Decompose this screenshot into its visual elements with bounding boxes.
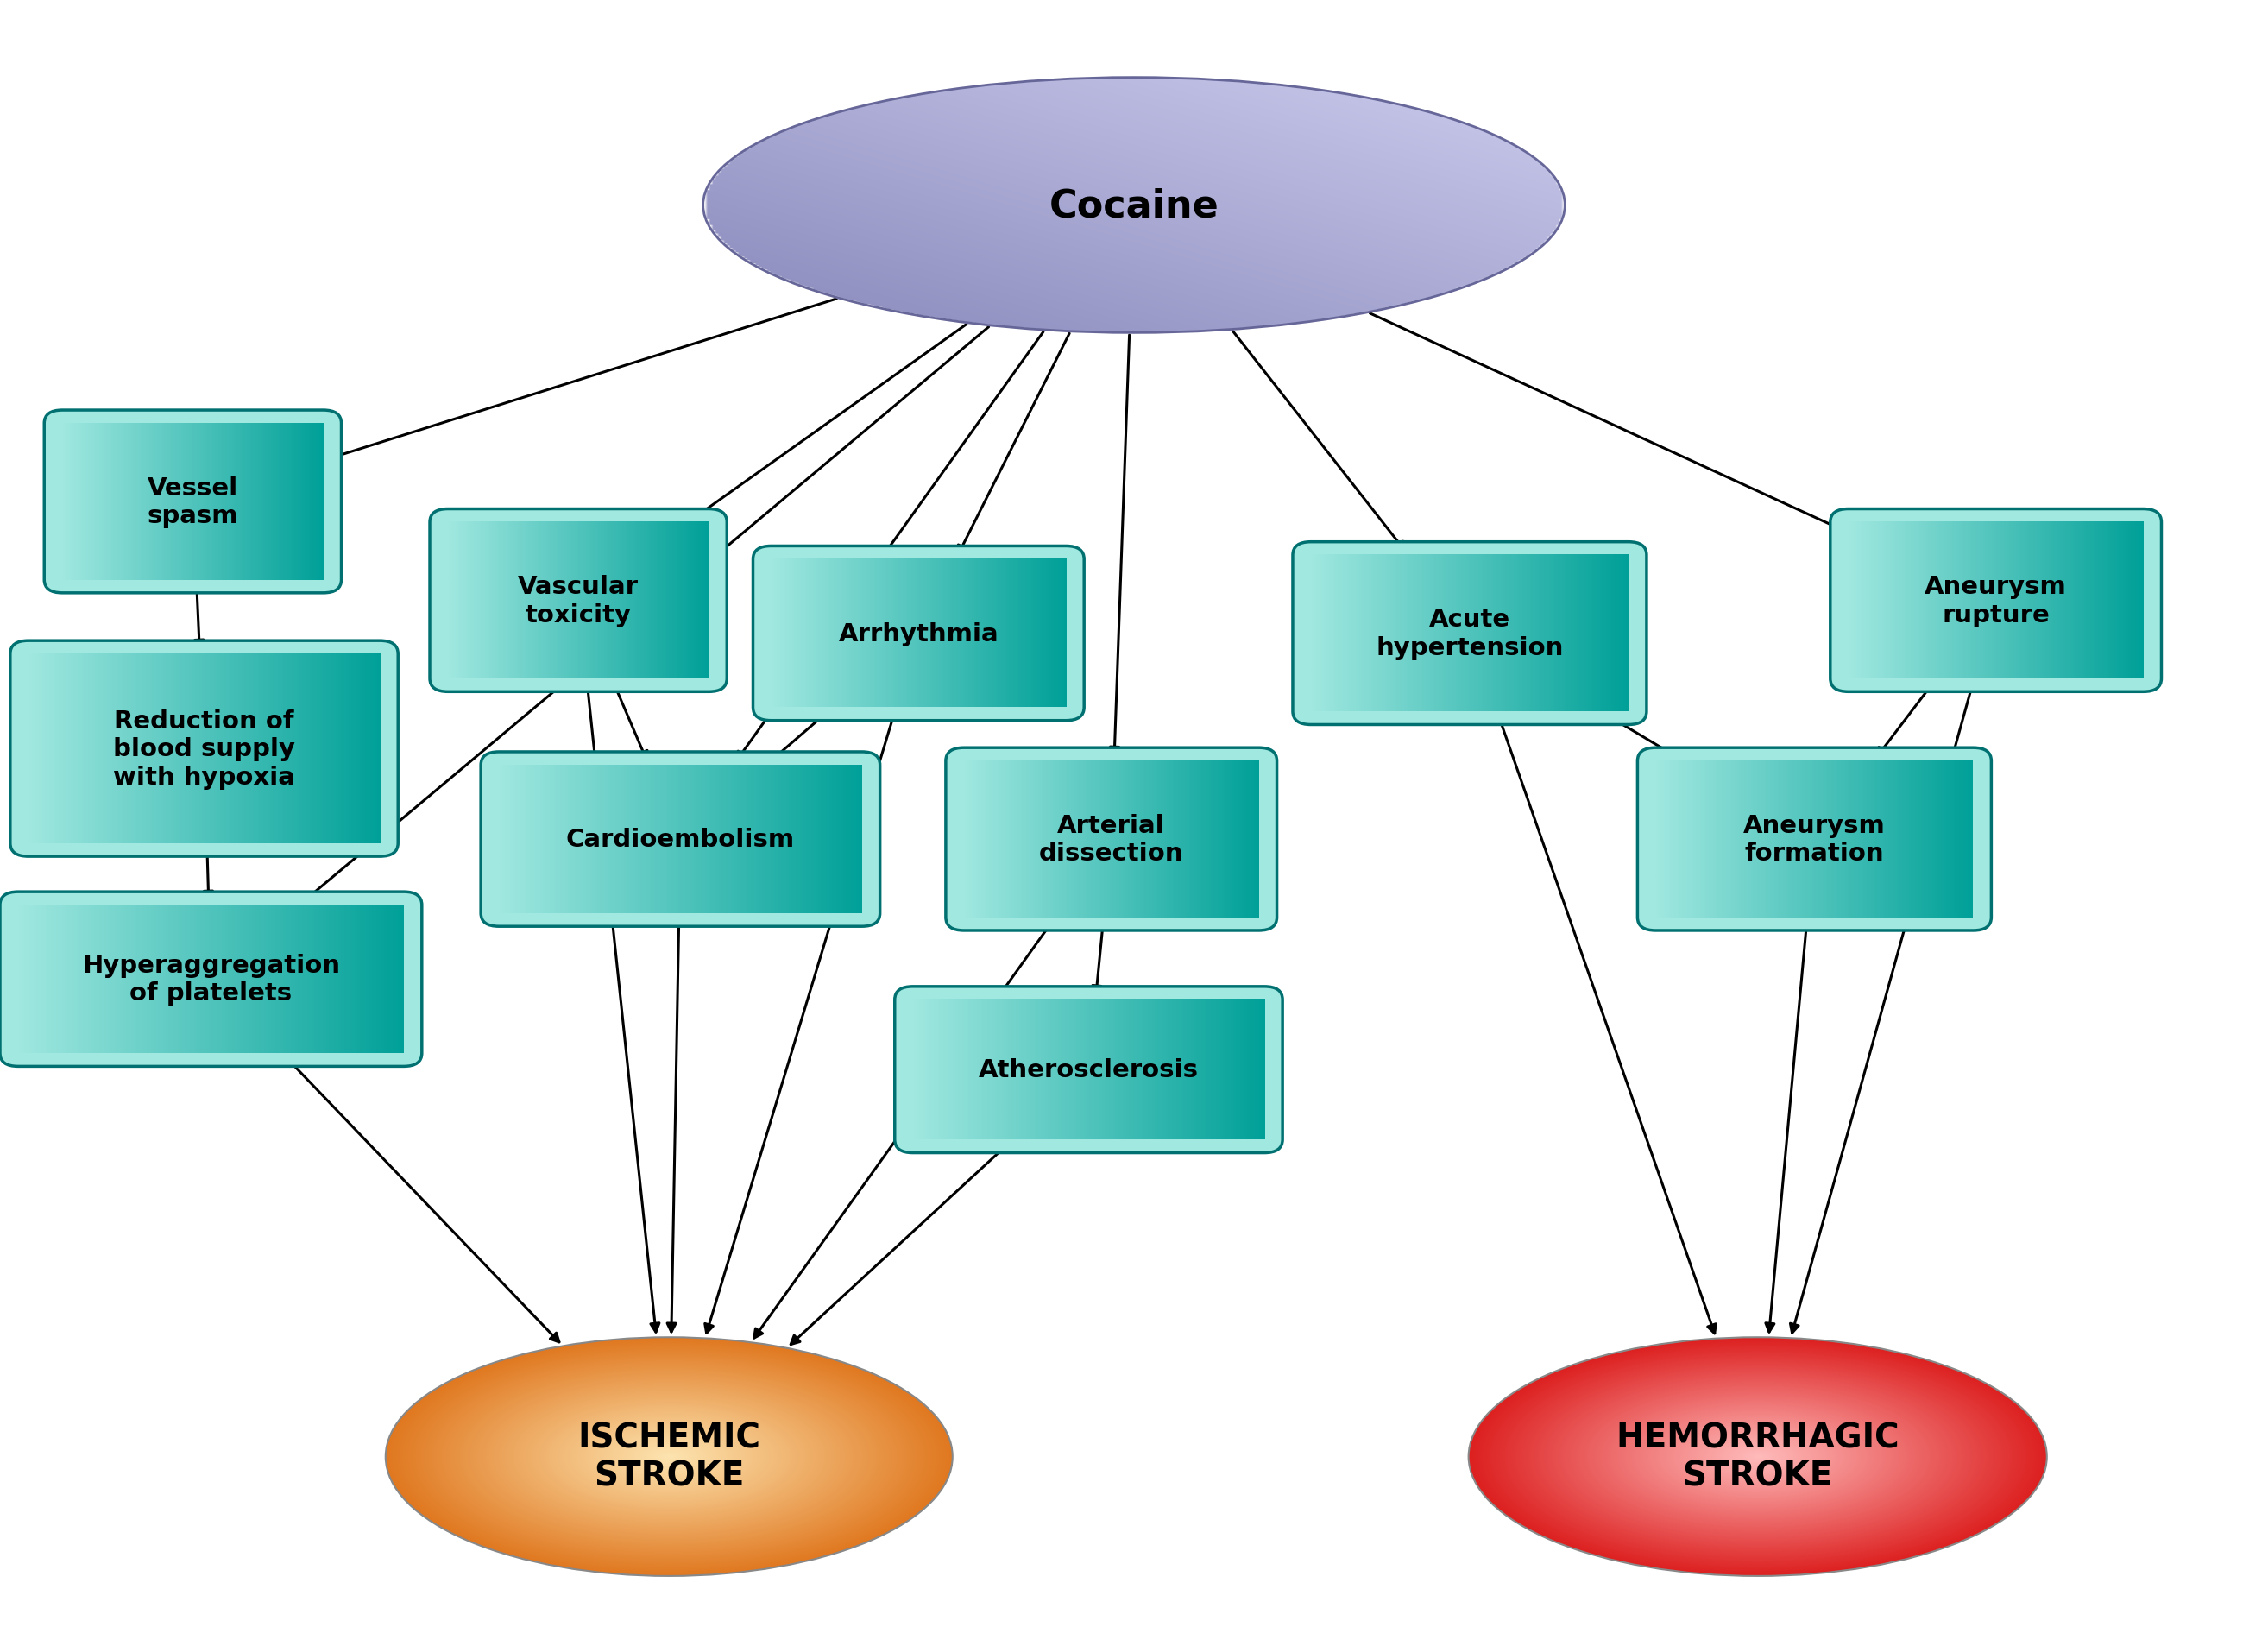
Text: Cocaine: Cocaine — [1050, 188, 1218, 224]
FancyBboxPatch shape — [481, 752, 880, 927]
Text: Arterial
dissection: Arterial dissection — [1039, 813, 1184, 866]
FancyBboxPatch shape — [431, 510, 726, 691]
Text: Reduction of
blood supply
with hypoxia: Reduction of blood supply with hypoxia — [113, 709, 295, 788]
FancyBboxPatch shape — [1637, 747, 1991, 932]
Text: Vascular
toxicity: Vascular toxicity — [517, 574, 640, 627]
FancyBboxPatch shape — [1293, 543, 1647, 724]
Text: Hyperaggregation
of platelets: Hyperaggregation of platelets — [82, 953, 340, 1006]
FancyBboxPatch shape — [753, 546, 1084, 721]
FancyBboxPatch shape — [946, 747, 1277, 932]
FancyBboxPatch shape — [0, 892, 422, 1067]
FancyBboxPatch shape — [894, 988, 1281, 1152]
Text: Vessel
spasm: Vessel spasm — [147, 476, 238, 528]
Text: ISCHEMIC
STROKE: ISCHEMIC STROKE — [578, 1422, 760, 1491]
Text: Acute
hypertension: Acute hypertension — [1377, 607, 1563, 660]
FancyBboxPatch shape — [1830, 510, 2161, 691]
FancyBboxPatch shape — [9, 642, 399, 856]
Text: Aneurysm
formation: Aneurysm formation — [1744, 813, 1885, 866]
Text: Aneurysm
rupture: Aneurysm rupture — [1926, 574, 2066, 627]
FancyBboxPatch shape — [45, 412, 342, 594]
Text: Atherosclerosis: Atherosclerosis — [978, 1058, 1200, 1081]
Text: HEMORRHAGIC
STROKE: HEMORRHAGIC STROKE — [1615, 1422, 1901, 1491]
Text: Arrhythmia: Arrhythmia — [839, 622, 998, 645]
Text: Cardioembolism: Cardioembolism — [567, 828, 794, 851]
